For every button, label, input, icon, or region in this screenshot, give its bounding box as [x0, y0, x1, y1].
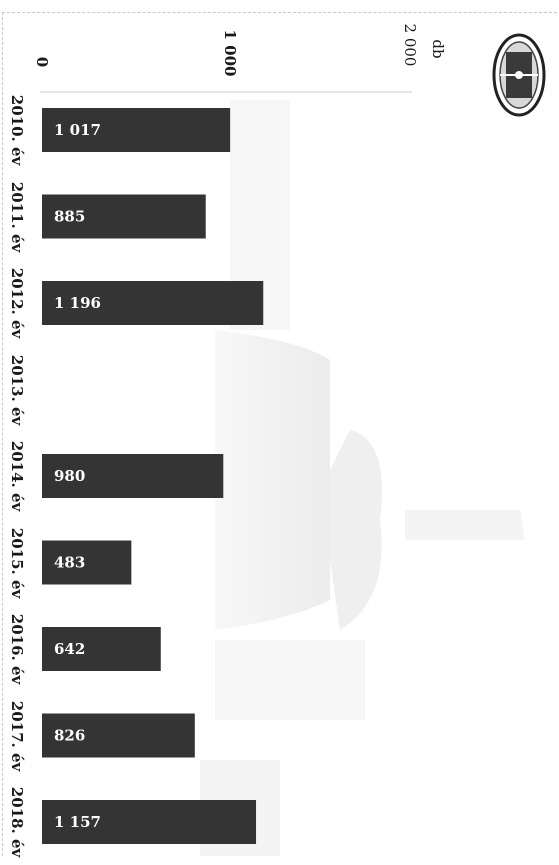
bar-6 [42, 627, 161, 671]
bar-4 [42, 454, 224, 498]
bar-2 [42, 281, 264, 325]
category-label-4: 2014. év [8, 440, 26, 512]
bar-value-label-8: 1 157 [54, 813, 101, 831]
category-label-0: 2010. év [8, 94, 26, 166]
bar-value-label-5: 483 [54, 554, 85, 572]
bar-value-label-2: 1 196 [54, 294, 101, 312]
category-label-5: 2015. év [8, 527, 26, 598]
category-label-3: 2013. év [8, 354, 26, 425]
category-label-7: 2017. év [8, 700, 26, 771]
category-label-8: 2018. év [8, 786, 26, 858]
bar-1 [42, 194, 206, 239]
bar-value-label-4: 980 [54, 467, 85, 485]
bar-8 [42, 800, 257, 844]
bar-value-label-6: 642 [54, 640, 85, 658]
bar-value-label-0: 1 017 [54, 121, 101, 139]
chart-border [2, 12, 557, 856]
bar-7 [42, 713, 195, 758]
category-label-2: 2012. év [8, 267, 26, 339]
bar-value-label-7: 826 [54, 727, 85, 745]
emblem-logo [492, 33, 546, 117]
category-label-1: 2011. év [8, 181, 26, 252]
bar-0 [42, 108, 231, 152]
bar-5 [42, 540, 132, 585]
bar-value-label-1: 885 [54, 208, 85, 226]
category-label-6: 2016. év [8, 613, 26, 685]
